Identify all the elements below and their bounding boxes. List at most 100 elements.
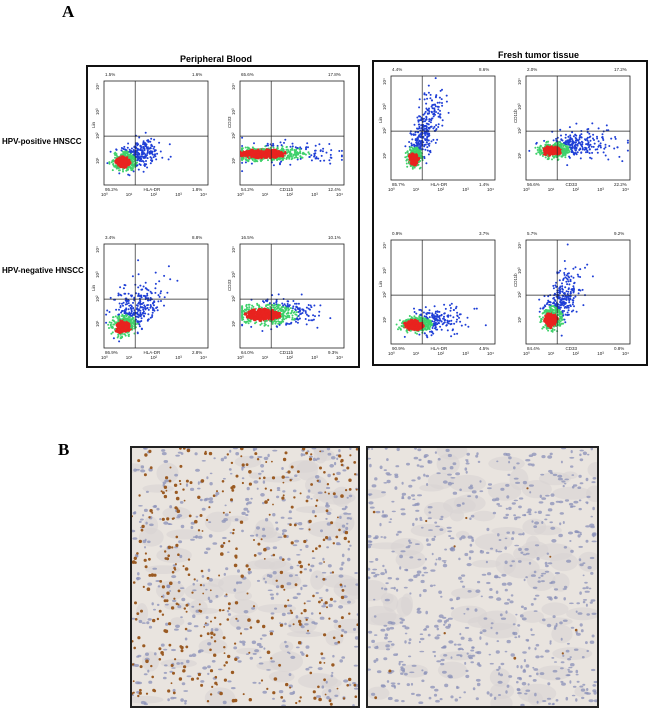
y-axis-label: Lin <box>378 116 383 123</box>
y-tick-label: 10² <box>95 132 100 140</box>
y-axis-label: CD11b <box>513 273 518 287</box>
flow-plot-tt-pos-1: 4.4% 8.6% 85.7% 1.4% 10⁰ 10¹ 10² 10³ 10⁴ 10¹ 10² 10… <box>377 66 501 196</box>
flow-plot-canvas <box>390 239 496 345</box>
quadrant-upper-left: 5.7% <box>527 231 538 236</box>
density-cloud <box>240 136 343 173</box>
x-tick-label: 10¹ <box>412 187 420 192</box>
y-tick-label: 10⁴ <box>382 241 387 249</box>
quadrant-upper-left: 65.6% <box>241 72 254 77</box>
y-tick-label: 10⁴ <box>95 82 100 90</box>
y-axis-label: CD33 <box>227 116 232 128</box>
x-tick-label: 10² <box>437 351 445 356</box>
x-axis-label: HLA-DR <box>430 346 448 351</box>
fresh-tumor-tissue-header: Fresh tumor tissue <box>498 50 580 60</box>
x-tick-label: 10⁴ <box>622 351 629 356</box>
x-tick-label: 10¹ <box>261 355 269 360</box>
quadrant-lower-right: 1.8% <box>192 187 203 192</box>
x-tick-label: 10⁴ <box>487 187 494 192</box>
flow-plot-canvas <box>103 243 209 349</box>
quadrant-lower-left: 85.7% <box>392 182 405 187</box>
flow-plot-tt-neg-2: 5.7% 9.2% 84.4% 0.8% 10⁰ 10¹ 10² 10³ 10⁴ 10¹ 10² 10… <box>512 230 636 360</box>
flow-plot-canvas <box>525 239 631 345</box>
x-tick-label: 10⁴ <box>336 355 343 360</box>
x-tick-label: 10¹ <box>261 192 269 197</box>
quadrant-upper-left: 16.5% <box>241 235 254 240</box>
quadrant-lower-left: 54.2% <box>241 187 254 192</box>
x-tick-label: 10³ <box>462 187 469 192</box>
x-tick-label: 10³ <box>311 192 318 197</box>
x-tick-label: 10¹ <box>547 351 555 356</box>
x-tick-label: 10² <box>572 187 580 192</box>
y-tick-label: 10¹ <box>517 152 522 160</box>
ihc-image-right <box>366 446 599 708</box>
x-tick-label: 10¹ <box>412 351 420 356</box>
x-tick-label: 10² <box>150 355 158 360</box>
plot-frame <box>390 75 496 181</box>
panel-b-label: B <box>58 440 70 459</box>
row-label-hpv-positive: HPV-positive HNSCC <box>2 137 82 146</box>
flow-plot-tt-neg-1: 0.9% 3.7% 90.9% 4.5% 10⁰ 10¹ 10² 10³ 10⁴ 10¹ 10² 10… <box>377 230 501 360</box>
y-tick-label: 10¹ <box>95 157 100 165</box>
peripheral-blood-group <box>86 65 360 368</box>
quadrant-upper-right: 3.7% <box>479 231 490 236</box>
quadrant-lower-left: 90.9% <box>392 346 405 351</box>
flow-plot-canvas <box>239 243 345 349</box>
x-tick-label: 10² <box>572 351 580 356</box>
flow-plot-pb-neg-1: 3.4% 8.8% 86.9% 2.8% 10⁰ 10¹ 10² 10³ 10⁴ 10¹ 10² 10… <box>90 234 214 364</box>
x-axis-label: CD11b <box>279 187 294 192</box>
row-label-hpv-negative: HPV-negative HNSCC <box>2 266 84 275</box>
y-tick-label: 10⁴ <box>231 245 236 253</box>
quadrant-lower-left: 56.6% <box>527 182 540 187</box>
y-tick-label: 10² <box>382 127 387 135</box>
x-tick-label: 10¹ <box>547 187 555 192</box>
flow-plot-pb-pos-1: 1.5% 1.6% 95.2% 1.8% 10⁰ 10¹ 10² 10³ 10⁴ 10¹ 10² 10… <box>90 71 214 201</box>
density-cloud <box>395 302 487 339</box>
y-tick-label: 10⁴ <box>231 82 236 90</box>
x-tick-label: 10¹ <box>125 355 133 360</box>
x-tick-label: 10³ <box>175 192 182 197</box>
y-tick-label: 10¹ <box>517 316 522 324</box>
x-tick-label: 10³ <box>597 187 604 192</box>
x-axis-label: HLA-DR <box>143 187 161 192</box>
flow-plot-pb-pos-2: 65.6% 17.8% 54.2% 12.4% 10⁰ 10¹ 10² 10³ 10⁴ 10¹ 10… <box>226 71 350 201</box>
x-axis-label: CD11b <box>279 350 294 355</box>
x-tick-label: 10⁰ <box>101 355 108 360</box>
quadrant-upper-left: 3.4% <box>105 235 116 240</box>
quadrant-upper-right: 9.2% <box>614 231 625 236</box>
x-tick-label: 10² <box>437 187 445 192</box>
y-tick-label: 10³ <box>382 103 387 110</box>
quadrant-upper-right: 17.8% <box>328 72 341 77</box>
density-cloud <box>538 243 594 337</box>
quadrant-lower-right: 2.8% <box>192 350 203 355</box>
y-tick-label: 10¹ <box>382 316 387 324</box>
quadrant-lower-right: 12.4% <box>328 187 341 192</box>
y-tick-label: 10³ <box>95 108 100 115</box>
density-cloud <box>105 259 179 343</box>
y-tick-label: 10² <box>382 291 387 299</box>
flow-plot-canvas <box>239 80 345 186</box>
plot-frame <box>525 239 631 345</box>
x-tick-label: 10³ <box>597 351 604 356</box>
density-cloud <box>106 131 172 177</box>
quadrant-upper-right: 8.8% <box>192 235 203 240</box>
x-tick-label: 10⁰ <box>523 187 530 192</box>
quadrant-upper-right: 1.6% <box>192 72 203 77</box>
quadrant-lower-right: 1.4% <box>479 182 490 187</box>
quadrant-upper-left: 4.4% <box>392 67 403 72</box>
plot-frame <box>103 80 209 186</box>
y-tick-label: 10² <box>517 127 522 135</box>
x-axis-label: HLA-DR <box>430 182 448 187</box>
density-cloud <box>241 293 332 332</box>
x-tick-label: 10⁴ <box>622 187 629 192</box>
density-cloud <box>528 122 629 167</box>
peripheral-blood-header: Peripheral Blood <box>180 54 253 64</box>
y-tick-label: 10² <box>231 132 236 140</box>
y-tick-label: 10³ <box>382 267 387 274</box>
quadrant-upper-right: 8.6% <box>479 67 490 72</box>
y-tick-label: 10⁴ <box>382 77 387 85</box>
x-tick-label: 10⁰ <box>388 351 395 356</box>
x-tick-label: 10³ <box>175 355 182 360</box>
x-axis-label: CD33 <box>565 346 578 351</box>
quadrant-lower-left: 86.9% <box>105 350 118 355</box>
flow-plot-canvas <box>525 75 631 181</box>
